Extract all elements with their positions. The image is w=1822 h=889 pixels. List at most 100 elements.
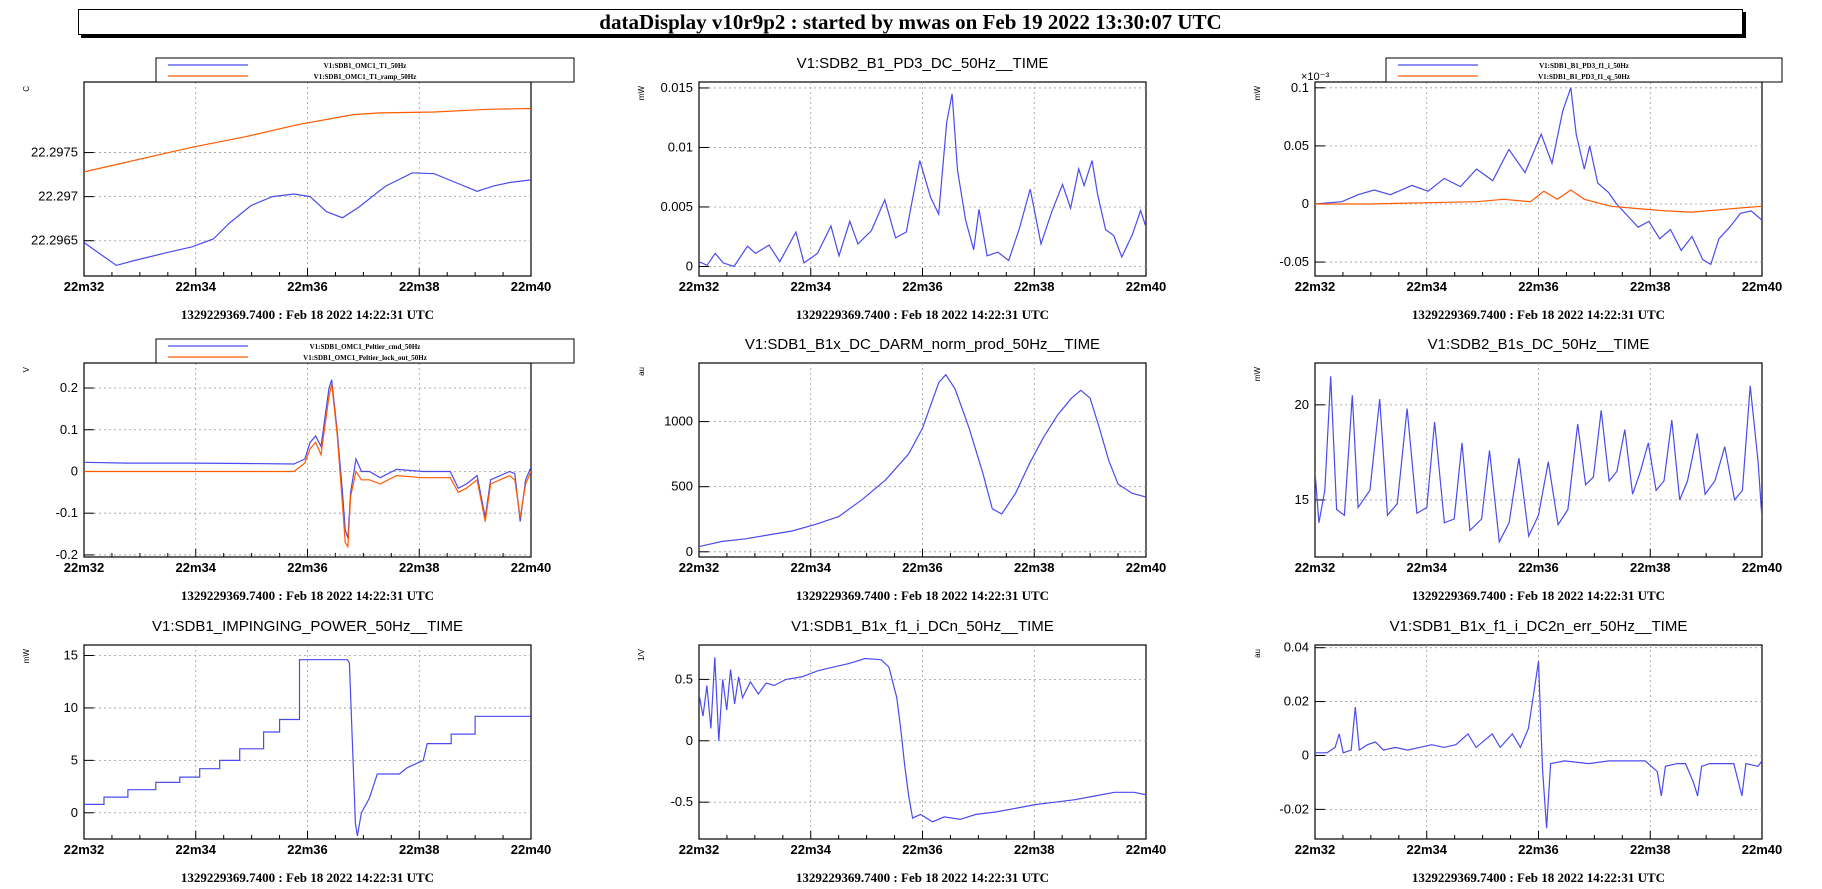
legend-box bbox=[155, 57, 575, 83]
x-tick-label: 22m36 bbox=[1518, 279, 1558, 294]
x-tick-label: 22m32 bbox=[679, 279, 719, 294]
legend-entry: V1:SDB1_OMC1_T1_ramp_50Hz bbox=[314, 73, 417, 81]
y-tick-label: 10 bbox=[64, 700, 78, 715]
y-tick-label: 0.1 bbox=[60, 422, 78, 437]
plot-footer: 1329229369.7400 : Feb 18 2022 14:22:31 U… bbox=[1412, 307, 1665, 322]
legend-entry: V1:SDB1_B1_PD3_f1_i_50Hz bbox=[1539, 62, 1629, 70]
x-tick-label: 22m38 bbox=[1630, 842, 1670, 857]
plot-title: V1:SDB2_B1_PD3_DC_50Hz__TIME bbox=[797, 55, 1049, 72]
y-tick-label: 0.1 bbox=[1291, 80, 1309, 95]
chart-panel-7: 22m32 22m34 22m36 22m38 22m40 0 5 10 15 mW V1:SDB1… bbox=[22, 618, 551, 885]
y-tick-label: 0 bbox=[71, 805, 78, 820]
x-tick-label: 22m40 bbox=[1126, 279, 1166, 294]
x-tick-label: 22m40 bbox=[1126, 842, 1166, 857]
plot-footer: 1329229369.7400 : Feb 18 2022 14:22:31 U… bbox=[1412, 588, 1665, 603]
legend-entry: V1:SDB1_OMC1_Peltier_lock_out_50Hz bbox=[303, 354, 427, 362]
y-tick-label: 0 bbox=[686, 258, 693, 273]
y-tick-label: -0.1 bbox=[56, 505, 78, 520]
x-tick-label: 22m34 bbox=[1407, 279, 1448, 294]
series-line-2 bbox=[1315, 189, 1762, 213]
y-tick-label: 15 bbox=[64, 647, 78, 662]
x-tick-label: 22m36 bbox=[1518, 560, 1558, 575]
chart-panel-4: 22m32 22m34 22m36 22m38 22m40 -0.2 -0.1 0 0.1 0.2… bbox=[22, 338, 575, 603]
legend-box bbox=[1385, 57, 1783, 83]
chart-panel-8: 22m32 22m34 22m36 22m38 22m40 -0.5 0 0.5 1/V V1:S… bbox=[637, 618, 1166, 885]
y-tick-label: 20 bbox=[1295, 397, 1309, 412]
x-tick-label: 22m36 bbox=[1518, 842, 1558, 857]
legend-entry: V1:SDB1_OMC1_Peltier_cmd_50Hz bbox=[310, 343, 421, 351]
x-tick-label: 22m40 bbox=[511, 842, 551, 857]
x-tick-label: 22m40 bbox=[1742, 279, 1782, 294]
x-tick-label: 22m34 bbox=[791, 279, 832, 294]
x-tick-label: 22m40 bbox=[1742, 842, 1782, 857]
plot-footer: 1329229369.7400 : Feb 18 2022 14:22:31 U… bbox=[181, 588, 434, 603]
y-tick-label: 0.02 bbox=[1284, 694, 1309, 709]
plot-title: V1:SDB2_B1s_DC_50Hz__TIME bbox=[1428, 336, 1650, 353]
series-line-1 bbox=[1315, 661, 1762, 829]
plot-footer: 1329229369.7400 : Feb 18 2022 14:22:31 U… bbox=[796, 307, 1049, 322]
chart-panel-1: 22m32 22m34 22m36 22m38 22m40 22.2965 22.297 22… bbox=[22, 57, 575, 322]
x-tick-label: 22m38 bbox=[1630, 279, 1670, 294]
x-tick-label: 22m38 bbox=[1014, 560, 1054, 575]
x-tick-label: 22m32 bbox=[1295, 842, 1335, 857]
series-line-1 bbox=[84, 172, 531, 267]
chart-panel-3: 22m32 22m34 22m36 22m38 22m40 -0.05 0 0.05 0.1 mW… bbox=[1253, 57, 1783, 322]
chart-panel-2: 22m32 22m34 22m36 22m38 22m40 0 0.005 0.01 0.015… bbox=[637, 55, 1166, 322]
y-tick-label: 0.5 bbox=[675, 671, 693, 686]
x-tick-label: 22m38 bbox=[1014, 279, 1054, 294]
plot-footer: 1329229369.7400 : Feb 18 2022 14:22:31 U… bbox=[181, 307, 434, 322]
y-axis-label: mW bbox=[637, 86, 646, 101]
series-line-1 bbox=[84, 659, 531, 837]
series-line-1 bbox=[699, 657, 1146, 823]
legend-entry: V1:SDB1_B1_PD3_f1_q_50Hz bbox=[1538, 73, 1630, 81]
x-tick-label: 22m40 bbox=[511, 560, 551, 575]
y-axis-label: au bbox=[637, 367, 646, 376]
x-tick-label: 22m34 bbox=[176, 842, 217, 857]
y-axis-label: V bbox=[22, 366, 31, 372]
y-tick-label: 0 bbox=[71, 463, 78, 478]
x-tick-label: 22m34 bbox=[1407, 842, 1448, 857]
y-tick-label: 22.297 bbox=[38, 189, 78, 204]
y-axis-label: mW bbox=[1253, 367, 1262, 382]
y-tick-label: 500 bbox=[671, 479, 693, 494]
plot-title: V1:SDB1_IMPINGING_POWER_50Hz__TIME bbox=[152, 618, 463, 635]
series-line-2 bbox=[84, 107, 531, 173]
series-line-1 bbox=[699, 373, 1146, 548]
y-tick-label: 0 bbox=[1302, 196, 1309, 211]
x-tick-label: 22m40 bbox=[1742, 560, 1782, 575]
series-line-1 bbox=[1315, 376, 1762, 544]
y-tick-label: 0.05 bbox=[1284, 138, 1309, 153]
x-tick-label: 22m36 bbox=[902, 279, 942, 294]
y-scale-label: ×10⁻³ bbox=[1301, 71, 1329, 83]
plot-title: V1:SDB1_B1x_DC_DARM_norm_prod_50Hz__TIME bbox=[745, 336, 1100, 353]
title-bar: dataDisplay v10r9p2 : started by mwas on… bbox=[78, 9, 1743, 35]
plot-footer: 1329229369.7400 : Feb 18 2022 14:22:31 U… bbox=[796, 870, 1049, 885]
y-axis-label: mW bbox=[22, 649, 31, 664]
series-line-1 bbox=[699, 93, 1146, 268]
y-tick-label: -0.02 bbox=[1279, 801, 1309, 816]
y-tick-label: 1000 bbox=[664, 414, 693, 429]
y-axis-label: au bbox=[1253, 649, 1262, 658]
x-tick-label: 22m36 bbox=[902, 842, 942, 857]
y-tick-label: 0.015 bbox=[660, 80, 693, 95]
series-line-1 bbox=[1315, 87, 1762, 266]
y-tick-label: 0.2 bbox=[60, 380, 78, 395]
x-tick-label: 22m38 bbox=[1014, 842, 1054, 857]
app-title: dataDisplay v10r9p2 : started by mwas on… bbox=[599, 9, 1222, 34]
y-tick-label: 0.01 bbox=[668, 139, 693, 154]
chart-panel-9: 22m32 22m34 22m36 22m38 22m40 -0.02 0 0.02 0.04 a… bbox=[1253, 618, 1782, 885]
plot-title: V1:SDB1_B1x_f1_i_DC2n_err_50Hz__TIME bbox=[1390, 618, 1688, 635]
y-tick-label: 0.005 bbox=[660, 199, 693, 214]
x-tick-label: 22m32 bbox=[64, 560, 104, 575]
y-tick-label: 0 bbox=[686, 544, 693, 559]
x-tick-label: 22m32 bbox=[1295, 279, 1335, 294]
y-tick-label: 15 bbox=[1295, 492, 1309, 507]
y-tick-label: -0.2 bbox=[56, 547, 78, 562]
y-tick-label: 22.2975 bbox=[31, 145, 78, 160]
plot-title: V1:SDB1_B1x_f1_i_DCn_50Hz__TIME bbox=[791, 618, 1054, 635]
x-tick-label: 22m38 bbox=[399, 842, 439, 857]
x-tick-label: 22m36 bbox=[902, 560, 942, 575]
x-tick-label: 22m40 bbox=[511, 279, 551, 294]
plot-footer: 1329229369.7400 : Feb 18 2022 14:22:31 U… bbox=[796, 588, 1049, 603]
x-tick-label: 22m32 bbox=[1295, 560, 1335, 575]
